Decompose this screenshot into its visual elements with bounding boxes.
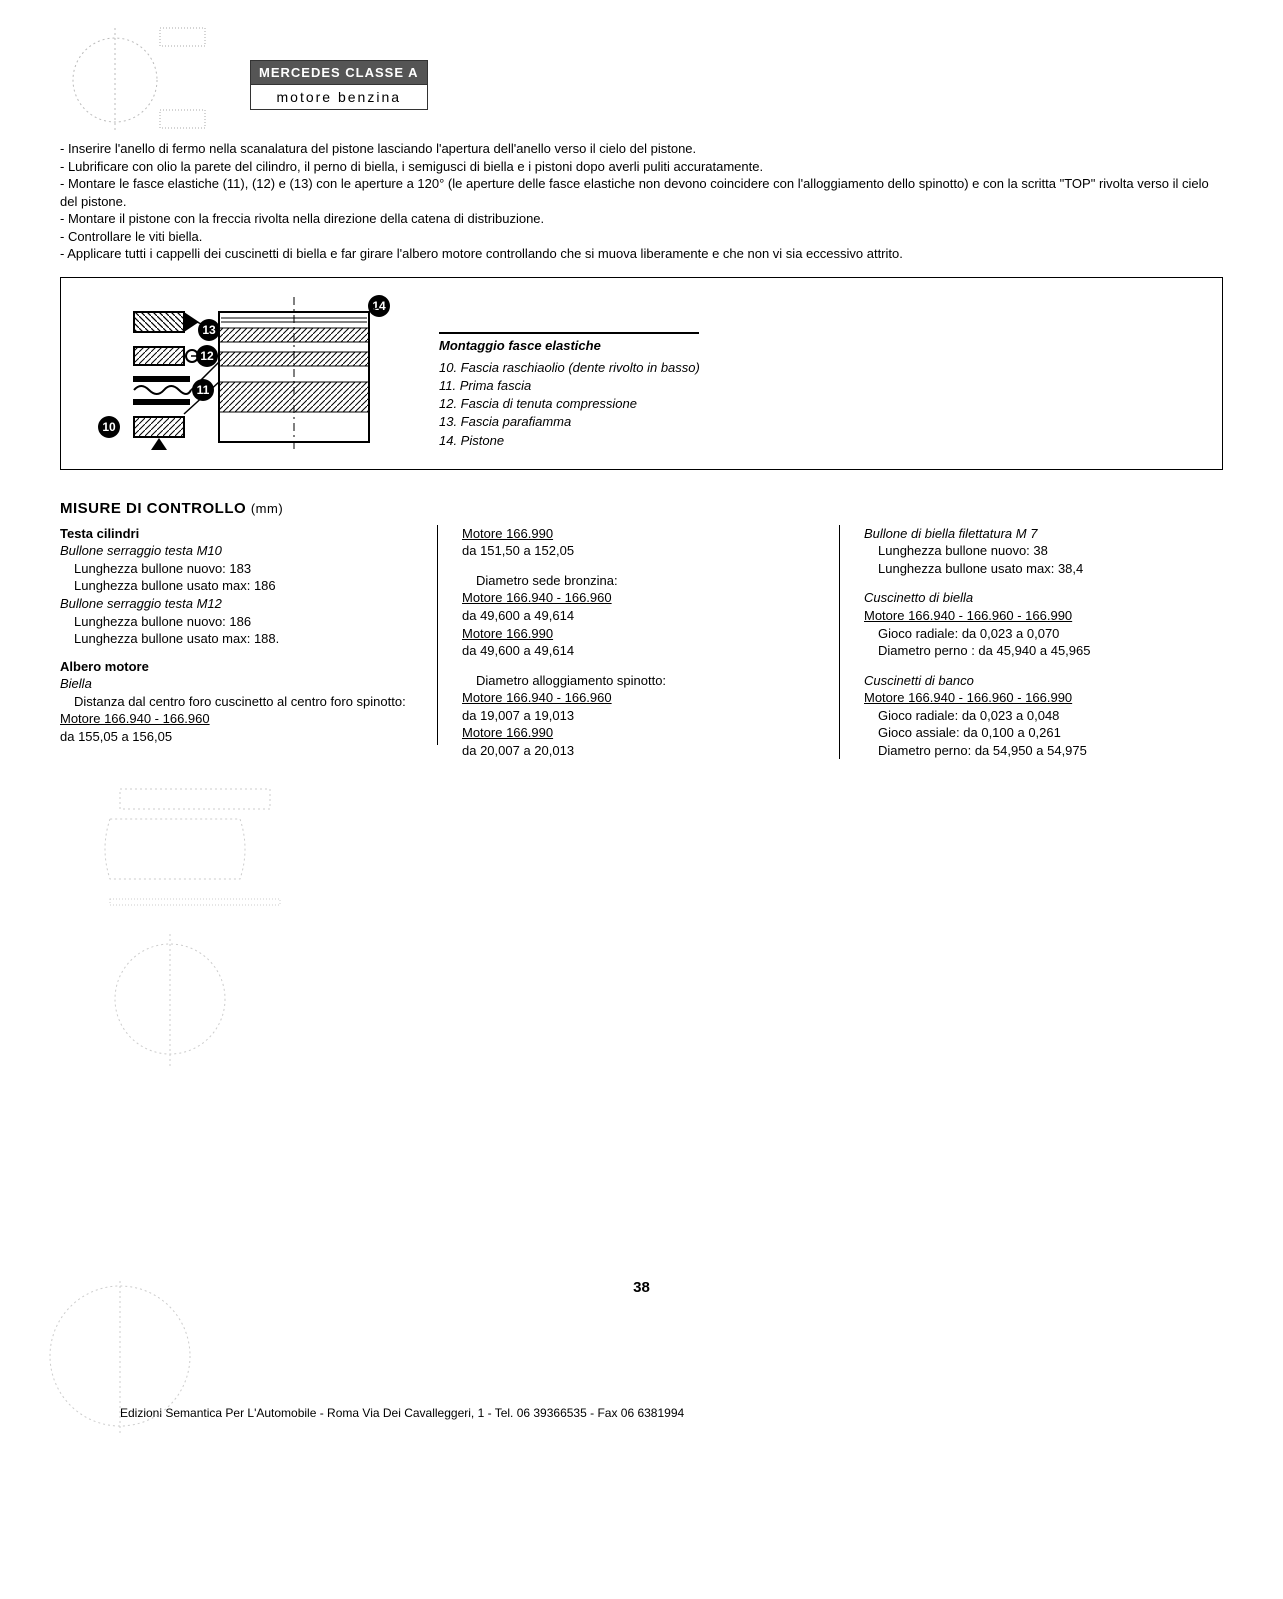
legend-item: 10. Fascia raschiaolio (dente rivolto in… [439, 359, 1204, 377]
spec-line: Motore 166.990 [462, 724, 821, 742]
measurements-title-text: MISURE DI CONTROLLO [60, 500, 246, 517]
spec-heading: Testa cilindri [60, 525, 419, 543]
brand-badge: MERCEDES CLASSE A [250, 60, 428, 85]
spec-line: da 19,007 a 19,013 [462, 707, 821, 725]
instruction-line: - Inserire l'anello di fermo nella scana… [60, 140, 1223, 158]
legend-item: 14. Pistone [439, 432, 1204, 450]
legend-item: 13. Fascia parafiamma [439, 413, 1204, 431]
measurements-unit: (mm) [251, 501, 283, 516]
spec-line: Gioco assiale: da 0,100 a 0,261 [864, 724, 1223, 742]
spec-line: Diametro perno : da 45,940 a 45,965 [864, 642, 1223, 660]
spec-line: da 49,600 a 49,614 [462, 607, 821, 625]
spec-subhead: Bullone serraggio testa M10 [60, 542, 419, 560]
brand-box: MERCEDES CLASSE A motore benzina [250, 60, 428, 110]
spec-line: Motore 166.940 - 166.960 - 166.990 [864, 689, 1223, 707]
spec-subhead: Cuscinetti di banco [864, 672, 1223, 690]
spec-line: da 155,05 a 156,05 [60, 728, 419, 746]
piston-rings-diagram: 10 11 12 13 14 [79, 292, 399, 455]
spec-heading: Albero motore [60, 658, 419, 676]
diagram-panel: 10 11 12 13 14 Montaggio fasce elastiche… [60, 277, 1223, 470]
decorative-sketch-bottom [60, 779, 1223, 1099]
spec-line: Lunghezza bullone usato max: 186 [60, 577, 419, 595]
spec-line: da 20,007 a 20,013 [462, 742, 821, 760]
spec-line: Motore 166.940 - 166.960 [462, 589, 821, 607]
callout-10: 10 [102, 420, 116, 434]
spec-line: Motore 166.990 [462, 525, 821, 543]
spec-subhead: Bullone serraggio testa M12 [60, 595, 419, 613]
measurements-columns: Testa cilindri Bullone serraggio testa M… [60, 525, 1223, 760]
decorative-sketch-top [60, 20, 210, 120]
spec-subhead: Biella [60, 675, 419, 693]
instruction-line: - Applicare tutti i cappelli dei cuscine… [60, 245, 1223, 263]
spec-line: Lunghezza bullone nuovo: 186 [60, 613, 419, 631]
spec-line: Diametro perno: da 54,950 a 54,975 [864, 742, 1223, 760]
spec-line: Motore 166.990 [462, 625, 821, 643]
instruction-line: - Montare il pistone con la freccia rivo… [60, 210, 1223, 228]
spec-line: Diametro alloggiamento spinotto: [462, 672, 821, 690]
instruction-line: - Montare le fasce elastiche (11), (12) … [60, 175, 1223, 210]
measurements-col-1: Testa cilindri Bullone serraggio testa M… [60, 525, 438, 746]
spec-line: Lunghezza bullone nuovo: 183 [60, 560, 419, 578]
instruction-line: - Lubrificare con olio la parete del cil… [60, 158, 1223, 176]
spec-line: Diametro sede bronzina: [462, 572, 821, 590]
spec-line: Motore 166.940 - 166.960 [462, 689, 821, 707]
spec-subhead: Bullone di biella filettatura M 7 [864, 525, 1223, 543]
legend-title: Montaggio fasce elastiche [439, 332, 699, 353]
callout-14: 14 [372, 299, 386, 313]
spec-line: da 49,600 a 49,614 [462, 642, 821, 660]
spec-line: Lunghezza bullone usato max: 38,4 [864, 560, 1223, 578]
instructions-block: - Inserire l'anello di fermo nella scana… [60, 140, 1223, 263]
callout-11: 11 [197, 383, 210, 397]
legend-item: 12. Fascia di tenuta compressione [439, 395, 1204, 413]
spec-line: Motore 166.940 - 166.960 [60, 710, 419, 728]
brand-subtitle: motore benzina [250, 85, 428, 110]
diagram-legend: Montaggio fasce elastiche 10. Fascia ras… [439, 292, 1204, 450]
legend-item: 11. Prima fascia [439, 377, 1204, 395]
page-header: MERCEDES CLASSE A motore benzina [60, 20, 1223, 120]
spec-line: Distanza dal centro foro cuscinetto al c… [60, 693, 419, 711]
callout-12: 12 [200, 349, 214, 363]
spec-line: Lunghezza bullone usato max: 188. [60, 630, 419, 648]
measurements-title: MISURE DI CONTROLLO (mm) [60, 500, 1223, 517]
spec-line: Gioco radiale: da 0,023 a 0,048 [864, 707, 1223, 725]
spec-subhead: Cuscinetto di biella [864, 589, 1223, 607]
spec-line: Motore 166.940 - 166.960 - 166.990 [864, 607, 1223, 625]
measurements-col-3: Bullone di biella filettatura M 7 Lunghe… [864, 525, 1223, 760]
callout-13: 13 [202, 323, 216, 337]
spec-line: Gioco radiale: da 0,023 a 0,070 [864, 625, 1223, 643]
measurements-col-2: Motore 166.990 da 151,50 a 152,05 Diamet… [462, 525, 840, 760]
spec-line: Lunghezza bullone nuovo: 38 [864, 542, 1223, 560]
instruction-line: - Controllare le viti biella. [60, 228, 1223, 246]
spec-line: da 151,50 a 152,05 [462, 542, 821, 560]
